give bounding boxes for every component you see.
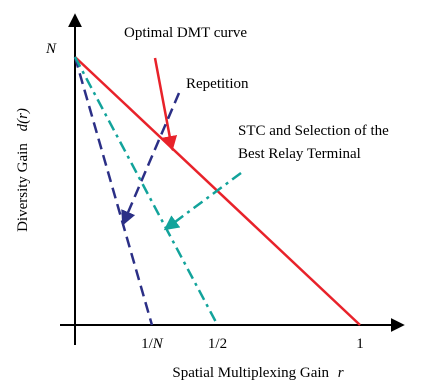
series-line-1 <box>73 56 154 326</box>
annotation-arrows <box>121 57 242 231</box>
x-tick-label-1: 1/2 <box>208 336 227 352</box>
y-axis-label: Diversity Gain d(r) <box>15 108 31 232</box>
annotation-arrow-0 <box>153 57 178 152</box>
x-axis-label: Spatial Multiplexing Gain r <box>172 365 343 381</box>
x-tick-label-0: 1/N <box>141 336 164 352</box>
axes <box>60 13 405 345</box>
annotation-label-2: STC and Selection of the Best Relay Term… <box>238 123 393 162</box>
x-tick-label-2: 1 <box>356 336 364 352</box>
annotation-label-0: Optimal DMT curve <box>124 25 247 41</box>
tick-layer: 1/N 1/2 1 N <box>45 41 364 352</box>
annotation-arrow-2 <box>163 171 242 231</box>
y-tick-label-0: N <box>45 41 57 57</box>
annotation-arrow-1 <box>121 92 181 226</box>
annotation-label-1: Repetition <box>186 76 249 92</box>
series-line-2 <box>73 56 219 326</box>
